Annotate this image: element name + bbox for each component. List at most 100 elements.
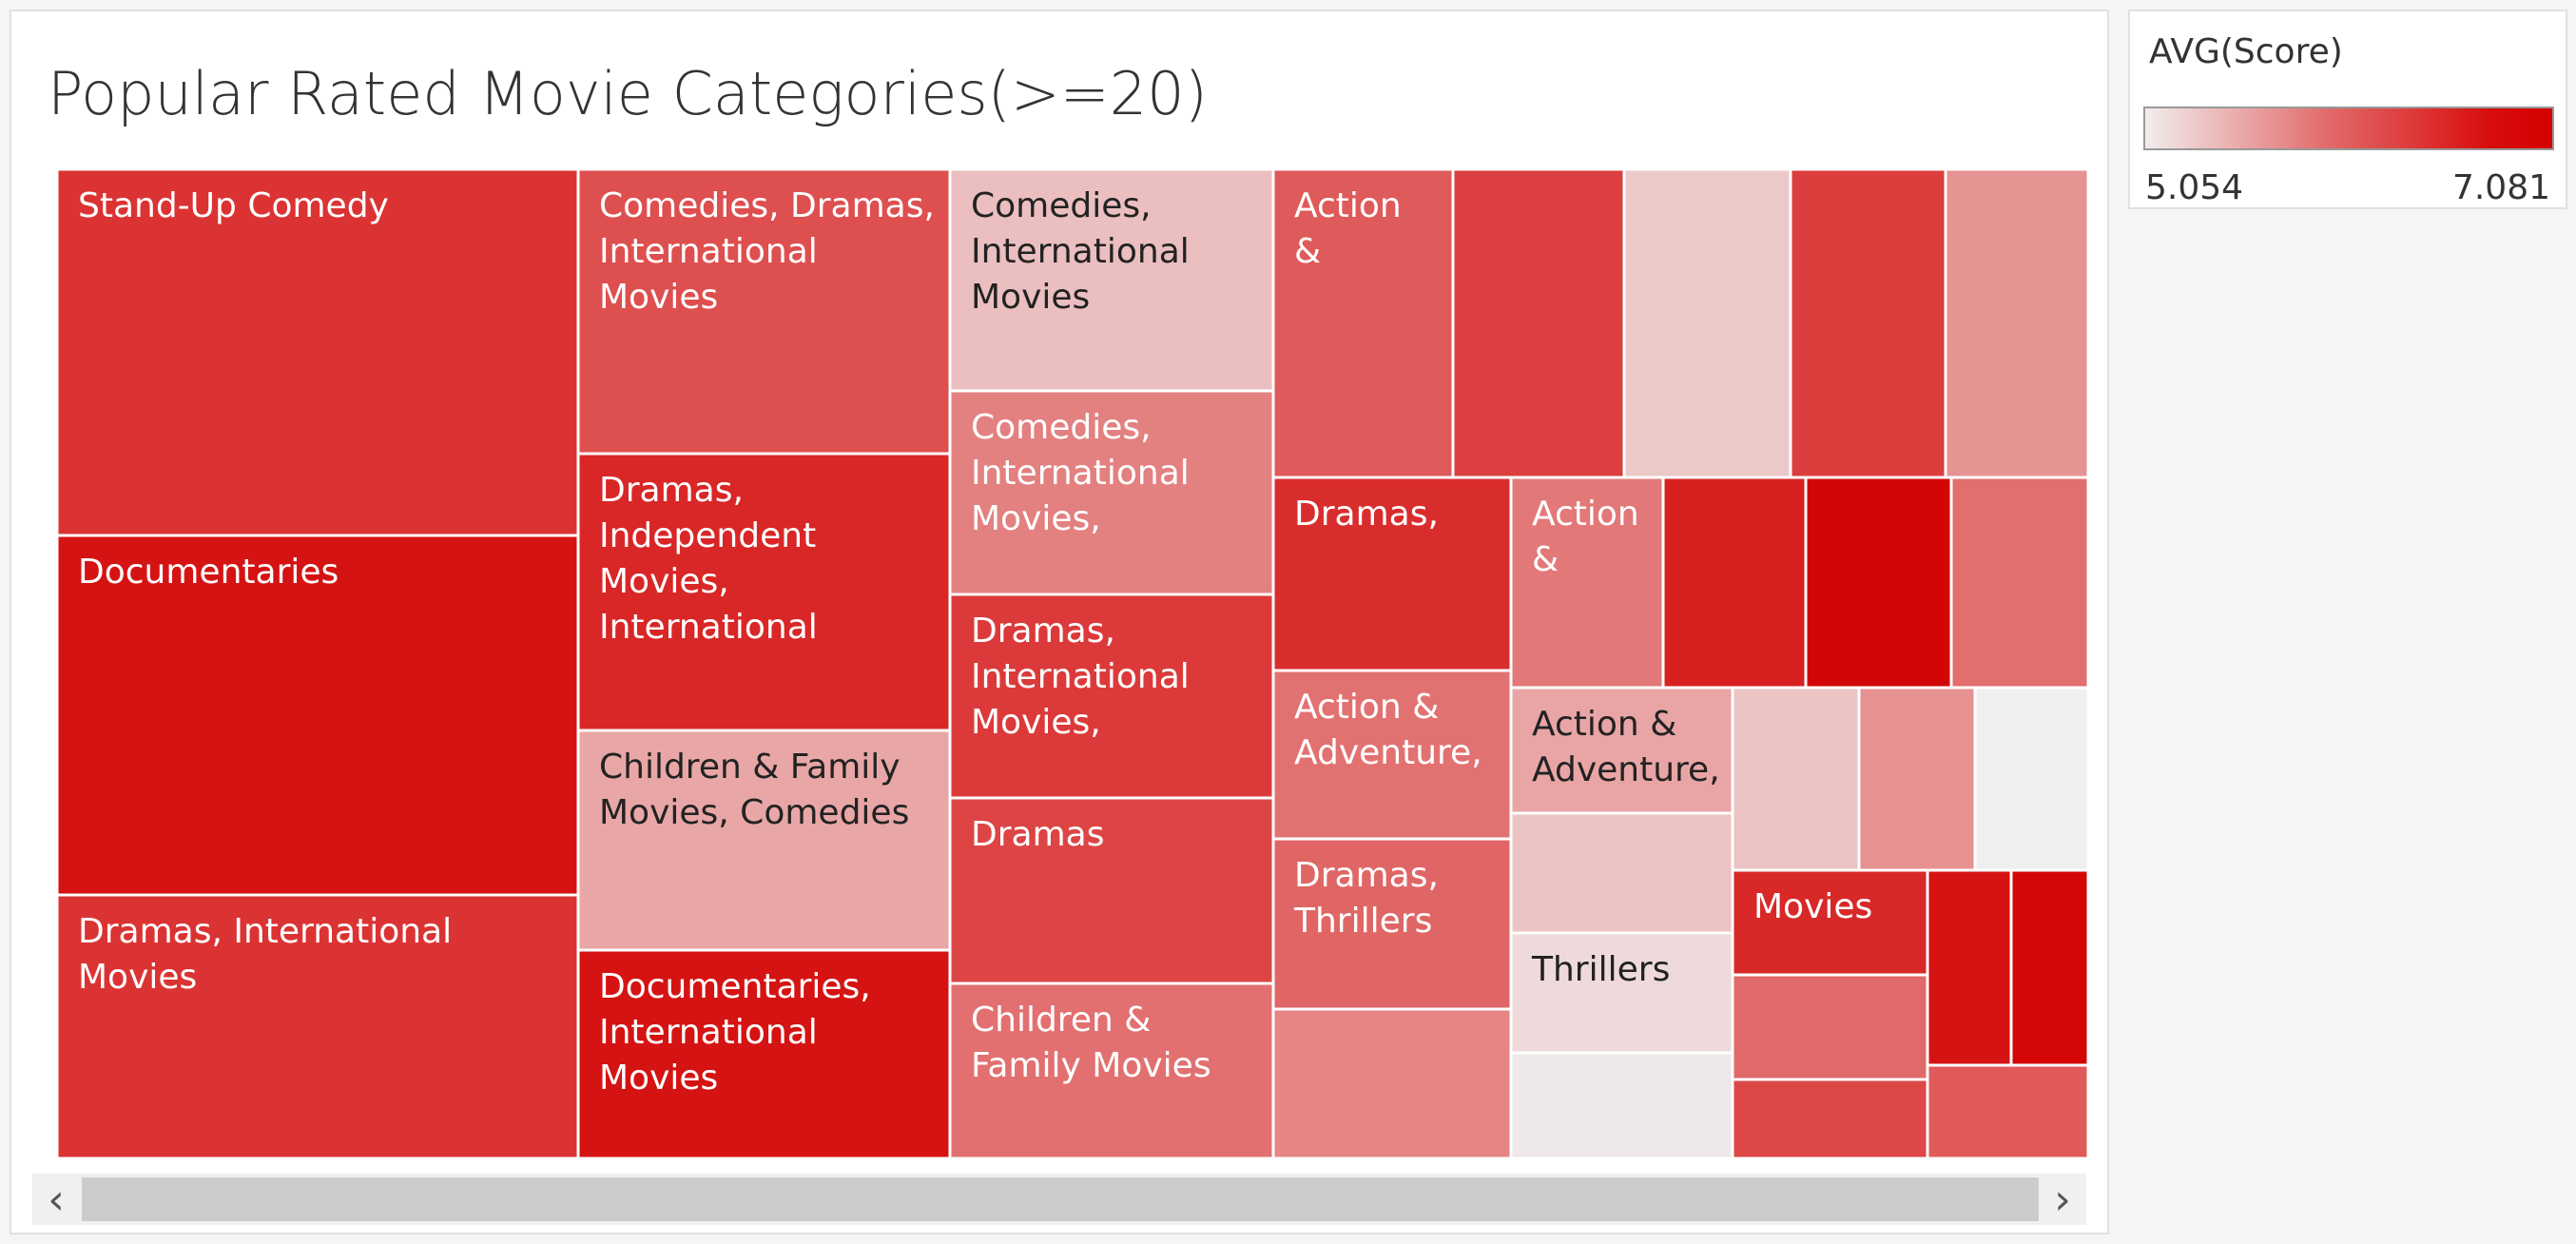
treemap-cell-label: Stand-Up Comedy <box>78 186 389 225</box>
treemap-cell[interactable] <box>1926 868 2013 1067</box>
treemap-cell-rect[interactable] <box>576 948 952 1158</box>
treemap-cell[interactable]: Comedies, Dramas, International Movies <box>576 167 952 456</box>
horizontal-scrollbar[interactable]: ‹ › <box>32 1174 2086 1225</box>
treemap-cell[interactable]: Movies <box>1731 868 1929 977</box>
treemap-cell-rect[interactable] <box>948 593 1275 800</box>
treemap-cell[interactable]: Dramas, International Movies, <box>948 593 1275 800</box>
treemap-cell-label: Action & <box>1532 495 1639 579</box>
treemap-cell-rect[interactable] <box>1973 686 2088 872</box>
legend-color-ramp <box>2143 107 2554 150</box>
treemap-cell[interactable] <box>1509 811 1734 935</box>
treemap-cell[interactable] <box>1622 167 1792 479</box>
treemap-cell-rect[interactable] <box>1731 973 1929 1081</box>
treemap-cell[interactable] <box>1451 167 1626 479</box>
treemap: Stand-Up Comedy Documentaries Dramas, Inte… <box>55 167 2088 1158</box>
treemap-cell[interactable] <box>1509 1051 1734 1158</box>
treemap-cell[interactable] <box>1731 1078 1929 1158</box>
legend-max-label: 7.081 <box>2451 168 2550 207</box>
treemap-cell[interactable] <box>1857 686 1977 872</box>
treemap-cell-rect[interactable] <box>1661 476 1808 690</box>
treemap-cell[interactable] <box>1944 167 2088 479</box>
treemap-cell[interactable]: Comedies, International Movies <box>948 167 1275 393</box>
treemap-cell-rect[interactable] <box>1509 686 1734 815</box>
treemap-cell[interactable]: Action & <box>1271 167 1455 479</box>
treemap-cell-rect[interactable] <box>948 389 1275 596</box>
treemap-cell-rect[interactable] <box>55 534 580 897</box>
treemap-cell-rect[interactable] <box>1949 476 2088 690</box>
treemap-cell-rect[interactable] <box>1804 476 1953 690</box>
treemap-cell-label: Documentaries <box>78 553 339 592</box>
treemap-cell-rect[interactable] <box>1509 931 1734 1055</box>
color-legend: AVG(Score) 5.054 7.081 <box>2128 10 2567 209</box>
treemap-cell[interactable] <box>1731 973 1929 1081</box>
treemap-cell-rect[interactable] <box>1271 837 1513 1011</box>
treemap-cell-label: Children & Family Movies <box>971 1001 1211 1085</box>
treemap-cell-label: Dramas <box>971 815 1104 854</box>
treemap-cell[interactable] <box>1926 1063 2088 1158</box>
treemap-cell[interactable]: Documentaries, International Movies <box>576 948 952 1158</box>
treemap-cell[interactable]: Dramas, Independent Movies, International <box>576 452 952 732</box>
treemap-cell-label: Comedies, Dramas, International Movies <box>599 186 935 317</box>
treemap-cell[interactable] <box>1661 476 1808 690</box>
treemap-cell[interactable]: Comedies, International Movies, <box>948 389 1275 596</box>
treemap-cell[interactable] <box>1949 476 2088 690</box>
treemap-cell-label: Dramas, International Movies, <box>971 612 1190 742</box>
treemap-cell-rect[interactable] <box>576 452 952 732</box>
treemap-cell[interactable]: Children & Family Movies <box>948 982 1275 1158</box>
treemap-cell[interactable] <box>2009 868 2088 1067</box>
treemap-cell-rect[interactable] <box>1271 167 1455 479</box>
treemap-cell[interactable]: Action & Adventure, <box>1509 686 1734 815</box>
treemap-cell[interactable] <box>1804 476 1953 690</box>
treemap-cell-label: Dramas, International Movies <box>78 912 452 997</box>
treemap-cell[interactable] <box>1973 686 2088 872</box>
treemap-cell[interactable] <box>1271 1007 1513 1158</box>
chart-title: Popular Rated Movie Categories(>=20) <box>48 59 1208 128</box>
treemap-cell[interactable]: Documentaries <box>55 534 580 897</box>
treemap-cell-rect[interactable] <box>948 796 1275 985</box>
treemap-cell-rect[interactable] <box>1271 669 1513 841</box>
treemap-cell-label: Dramas, <box>1294 495 1439 534</box>
treemap-cell[interactable]: Dramas, Thrillers <box>1271 837 1513 1011</box>
treemap-cell-rect[interactable] <box>1789 167 1947 479</box>
treemap-cell[interactable]: Thrillers <box>1509 931 1734 1055</box>
treemap-cell[interactable]: Dramas, <box>1271 476 1513 672</box>
treemap-cell-label: Dramas, Thrillers <box>1293 856 1439 941</box>
treemap-cell-label: Documentaries, International Movies <box>599 967 871 1098</box>
treemap-cell-label: Thrillers <box>1531 950 1670 989</box>
treemap-cell-rect[interactable] <box>576 729 952 952</box>
treemap-cell-rect[interactable] <box>1731 1078 1929 1158</box>
treemap-cell-label: Dramas, Independent Movies, International <box>599 471 818 647</box>
treemap-cell[interactable]: Dramas <box>948 796 1275 985</box>
treemap-cell-rect[interactable] <box>55 167 580 537</box>
treemap-cell-rect[interactable] <box>1731 686 1861 872</box>
view-panel: Popular Rated Movie Categories(>=20) Sta… <box>10 10 2109 1234</box>
treemap-cell-rect[interactable] <box>1509 476 1665 690</box>
treemap-cell-rect[interactable] <box>1509 1051 1734 1158</box>
treemap-cell-rect[interactable] <box>1509 811 1734 935</box>
treemap-cell[interactable]: Action & Adventure, <box>1271 669 1513 841</box>
treemap-cell-label: Comedies, International Movies <box>971 186 1190 317</box>
treemap-cell-rect[interactable] <box>2009 868 2088 1067</box>
chevron-left-icon[interactable]: ‹ <box>48 1175 65 1224</box>
treemap-cell[interactable] <box>1789 167 1947 479</box>
treemap-cell[interactable]: Dramas, International Movies <box>55 893 580 1158</box>
treemap-cell-label: Action & <box>1294 186 1402 271</box>
treemap-cell[interactable]: Action & <box>1509 476 1665 690</box>
treemap-cell[interactable]: Stand-Up Comedy <box>55 167 580 537</box>
treemap-cell-rect[interactable] <box>1622 167 1792 479</box>
treemap-cell-label: Children & Family Movies, Comedies <box>599 748 909 832</box>
legend-min-label: 5.054 <box>2145 168 2244 207</box>
treemap-cell-rect[interactable] <box>948 167 1275 393</box>
treemap-cell-rect[interactable] <box>1926 1063 2088 1158</box>
treemap-cell-rect[interactable] <box>1857 686 1977 872</box>
treemap-cell-rect[interactable] <box>1944 167 2088 479</box>
treemap-cell[interactable] <box>1731 686 1861 872</box>
treemap-cell-label: Action & Adventure, <box>1294 688 1482 772</box>
treemap-cell[interactable]: Children & Family Movies, Comedies <box>576 729 952 952</box>
chevron-right-icon[interactable]: › <box>2054 1175 2071 1224</box>
scroll-thumb[interactable] <box>82 1177 2039 1221</box>
treemap-cell-rect[interactable] <box>1926 868 2013 1067</box>
treemap-cell-rect[interactable] <box>1271 1007 1513 1158</box>
treemap-cell-rect[interactable] <box>55 893 580 1158</box>
treemap-cell-rect[interactable] <box>1451 167 1626 479</box>
